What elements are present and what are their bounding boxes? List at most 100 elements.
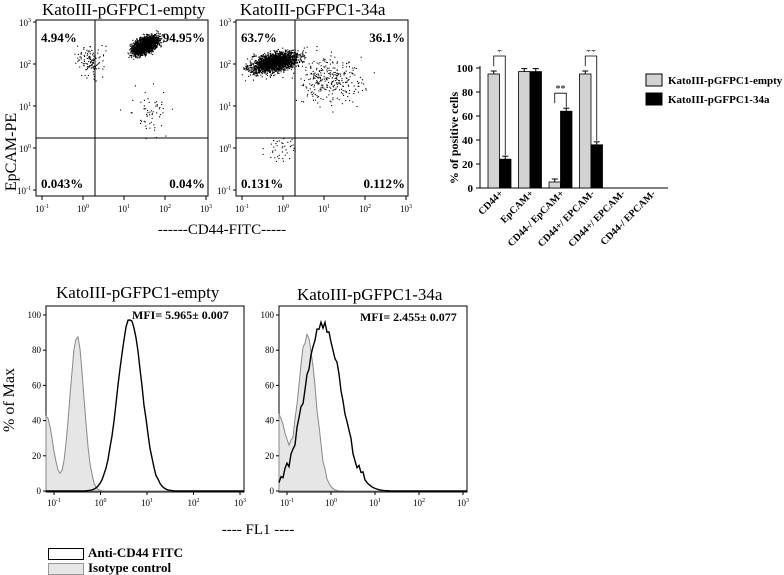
scatter-dot (339, 89, 341, 91)
scatter-dot (276, 70, 278, 72)
scatter-dot (135, 41, 137, 43)
scatter-dot (282, 59, 284, 61)
scatter-dot (275, 55, 277, 57)
scatter-dot (336, 79, 338, 81)
scatter-dot (341, 88, 343, 90)
scatter-dot (96, 68, 98, 70)
scatter-dot (157, 43, 159, 45)
scatter-x-tick-label: 102 (359, 204, 371, 214)
scatter-dot (316, 62, 318, 64)
scatter-dot (342, 62, 344, 64)
scatter-dot (308, 79, 310, 81)
scatter-dot (325, 78, 327, 80)
scatter-dot (253, 69, 255, 71)
scatter-dot (251, 68, 253, 70)
scatter-dot (141, 39, 143, 41)
scatter-dot (279, 64, 281, 66)
scatter-dot (142, 40, 144, 42)
scatter-dot (146, 44, 148, 46)
legend-swatch-empty (645, 73, 663, 87)
scatter-dot (158, 37, 160, 39)
scatter-dot (274, 51, 276, 53)
bar-category-label: CD44+ (477, 188, 506, 217)
scatter-dot (141, 44, 143, 46)
scatter-dot (90, 60, 92, 62)
scatter-dot (243, 68, 245, 70)
scatter-dot (332, 61, 334, 63)
scatter-dot (282, 62, 284, 64)
scatter-dot (153, 39, 155, 41)
scatter-dot (270, 143, 272, 145)
scatter-dot (283, 69, 285, 71)
scatter-dot (269, 67, 271, 69)
scatter-dot (282, 61, 284, 63)
scatter-dot (288, 64, 290, 66)
scatter-dot (329, 59, 331, 61)
scatter-dot (314, 72, 316, 74)
scatter-dot (150, 37, 152, 39)
scatter-dot (342, 82, 344, 84)
scatter-dot (309, 78, 311, 80)
scatter-dot (145, 52, 147, 54)
scatter-dot (277, 68, 279, 70)
scatter-dot (156, 42, 158, 44)
scatter-dot (296, 54, 298, 56)
scatter-dot (274, 62, 276, 64)
scatter-dot (285, 62, 287, 64)
scatter-dot (156, 34, 158, 36)
scatter-dot (312, 70, 314, 72)
scatter-dot (274, 74, 276, 76)
scatter-x-tick-label: 102 (159, 204, 171, 214)
scatter-dot (154, 129, 156, 131)
scatter-dot (87, 63, 89, 65)
scatter-dot (151, 33, 153, 35)
scatter-dot (301, 56, 303, 58)
scatter-dot (285, 67, 287, 69)
scatter-dot (351, 82, 353, 84)
scatter-dot (279, 50, 281, 52)
scatter-dot (144, 50, 146, 52)
scatter-dot (257, 69, 259, 71)
scatter-dot (146, 50, 148, 52)
scatter-dot (259, 61, 261, 63)
scatter-dot (93, 67, 95, 69)
scatter-dot (288, 61, 290, 63)
scatter-y-tick-label: 101 (219, 102, 231, 112)
scatter-dot (95, 64, 97, 66)
scatter-dot (154, 37, 156, 39)
scatter-dot (95, 80, 97, 82)
scatter-dot (139, 49, 141, 51)
scatter-dot (328, 94, 330, 96)
scatter-dot (144, 41, 146, 43)
scatter-dot (272, 65, 274, 67)
scatter-dot (255, 68, 257, 70)
scatter-dot (258, 59, 260, 61)
scatter-dot (257, 61, 259, 63)
bar-category-label: CD44-/ EpCAM+ (506, 188, 567, 249)
scatter-dot (279, 56, 281, 58)
scatter-dot (266, 69, 268, 71)
scatter-dot (138, 46, 140, 48)
scatter-dot (135, 46, 137, 48)
scatter-dot (140, 48, 142, 50)
scatter-dot (261, 56, 263, 58)
scatter-dot (269, 55, 271, 57)
scatter-dot (129, 44, 131, 46)
scatter-dot (158, 33, 160, 35)
scatter-dot (159, 42, 161, 44)
significance-mark: ** (556, 84, 566, 95)
scatter-dot (343, 94, 345, 96)
significance-mark: ** (586, 50, 596, 58)
hist-y-tick-label: 40 (265, 416, 275, 426)
scatter-dot (290, 65, 292, 67)
scatter-dot (256, 65, 258, 67)
scatter-dot (266, 64, 268, 66)
scatter-dot (282, 158, 284, 160)
scatter-dot (283, 53, 285, 55)
scatter-dot (269, 67, 271, 69)
scatter-dot (156, 47, 158, 49)
scatter-dot (287, 60, 289, 62)
scatter-dot (247, 66, 249, 68)
scatter-dot (84, 62, 86, 64)
scatter-dot (145, 34, 147, 36)
